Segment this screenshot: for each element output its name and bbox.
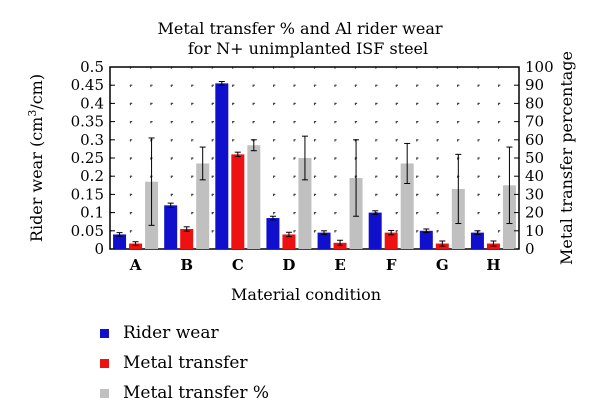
legend: Rider wear Metal transfer Metal transfer…: [100, 318, 269, 408]
x-axis-label: Material condition: [231, 285, 381, 304]
y-right-tick-label: 90: [525, 76, 544, 94]
y-left-tick-label: 0.35: [71, 113, 104, 131]
y-left-tick-label: 0.3: [80, 131, 104, 149]
bar-metal-transfer-F: [384, 232, 398, 249]
bar-metal-transfer-A: [129, 243, 143, 249]
chart-title-line2: for N+ unimplanted ISF steel: [188, 39, 428, 58]
y-axis-left-label: Rider wear (cm3/cm): [26, 74, 47, 242]
bar-metal-transfer-F: [400, 163, 414, 249]
x-tick-label: D: [282, 256, 295, 274]
y-left-tick-label: 0.2: [80, 167, 104, 185]
y-right-tick-label: 60: [525, 131, 544, 149]
x-tick-label: A: [129, 256, 142, 274]
x-tick-label: F: [386, 256, 397, 274]
y-left-tick-label: 0.1: [80, 204, 104, 222]
axes-layer: 00.050.10.150.20.250.30.350.40.450.50102…: [71, 58, 554, 274]
bar-rider-wear-G: [419, 230, 433, 249]
y-right-tick-label: 50: [525, 149, 544, 167]
legend-item-rider-wear: Rider wear: [100, 318, 269, 348]
legend-item-metal-transfer-pct: Metal transfer %: [100, 378, 269, 408]
bar-metal-transfer-D: [282, 234, 296, 249]
y-right-tick-label: 40: [525, 167, 544, 185]
y-right-tick-label: 20: [525, 204, 544, 222]
y-left-tick-label: 0: [94, 240, 104, 258]
legend-label-rider-wear: Rider wear: [123, 323, 219, 343]
chart: Metal transfer % and Al rider wear for N…: [26, 19, 577, 304]
bar-rider-wear-D: [266, 218, 280, 249]
bar-rider-wear-F: [368, 212, 382, 249]
y-left-tick-label: 0.5: [80, 58, 104, 76]
x-tick-label: H: [486, 256, 500, 274]
x-tick-label: E: [334, 256, 345, 274]
bar-metal-transfer-E: [333, 242, 347, 249]
y-right-tick-label: 10: [525, 222, 544, 240]
y-axis-right-label: Metal transfer percentage: [557, 51, 576, 265]
legend-swatch-rider-wear: [100, 328, 109, 338]
legend-label-metal-transfer: Metal transfer: [123, 353, 248, 373]
bar-metal-transfer-C: [231, 154, 245, 249]
x-tick-label: G: [436, 256, 449, 274]
bar-rider-wear-C: [215, 83, 229, 249]
x-tick-label: C: [232, 256, 244, 274]
legend-item-metal-transfer: Metal transfer: [100, 348, 269, 378]
legend-swatch-metal-transfer: [100, 358, 109, 368]
y-left-tick-label: 0.05: [71, 222, 104, 240]
bar-rider-wear-H: [470, 232, 484, 249]
bar-metal-transfer-B: [180, 228, 194, 249]
bar-metal-transfer-B: [196, 163, 210, 249]
bar-rider-wear-E: [317, 232, 331, 249]
y-right-tick-label: 0: [525, 240, 535, 258]
y-left-tick-label: 0.45: [71, 76, 104, 94]
legend-swatch-metal-transfer-pct: [100, 388, 109, 398]
y-right-tick-label: 70: [525, 113, 544, 131]
bar-metal-transfer-C: [247, 145, 261, 249]
y-left-tick-label: 0.15: [71, 185, 104, 203]
y-left-tick-label: 0.25: [71, 149, 104, 167]
y-right-tick-label: 100: [525, 58, 554, 76]
y-right-tick-label: 30: [525, 185, 544, 203]
bars-layer: [113, 81, 516, 249]
bar-rider-wear-B: [164, 205, 178, 249]
bar-rider-wear-A: [113, 234, 127, 249]
chart-title-line1: Metal transfer % and Al rider wear: [157, 19, 442, 38]
bar-metal-transfer-D: [298, 158, 312, 249]
y-left-tick-label: 0.4: [80, 94, 104, 112]
legend-label-metal-transfer-pct: Metal transfer %: [123, 383, 270, 403]
x-tick-label: B: [180, 256, 193, 274]
y-right-tick-label: 80: [525, 94, 544, 112]
